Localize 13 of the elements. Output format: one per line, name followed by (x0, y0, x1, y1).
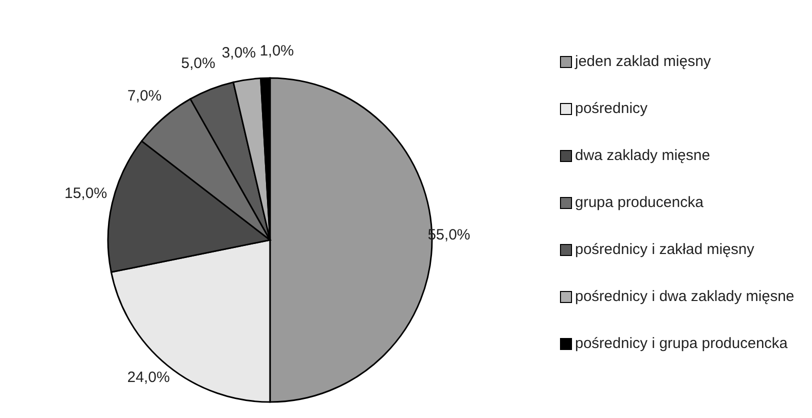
legend-label: grupa producencka (575, 193, 704, 212)
data-label: 24,0% (127, 368, 170, 386)
legend-label: pośrednicy (575, 99, 648, 118)
data-label: 7,0% (127, 87, 162, 104)
legend-label: pośrednicy i zakład mięsny (575, 240, 754, 259)
legend-label: pośrednicy i dwa zaklady mięsne (575, 287, 794, 306)
data-label: 15,0% (64, 184, 108, 202)
legend-label: pośrednicy i grupa producencka (575, 334, 788, 353)
data-label: 5,0% (181, 55, 216, 72)
legend-label: jeden zaklad mięsny (575, 52, 711, 71)
data-label: 1,0% (260, 42, 294, 60)
data-label: 3,0% (222, 44, 256, 62)
legend-label: dwa zaklady mięsne (575, 146, 710, 165)
